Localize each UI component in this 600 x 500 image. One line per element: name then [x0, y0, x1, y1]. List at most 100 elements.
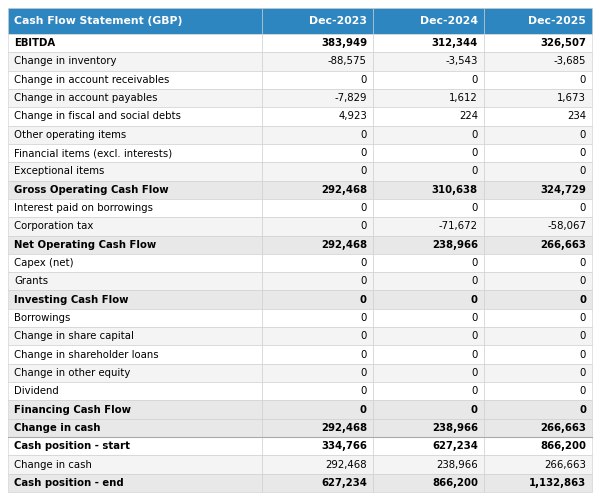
Bar — [484, 108, 592, 126]
Bar — [373, 437, 484, 456]
Text: Dec-2023: Dec-2023 — [309, 16, 367, 26]
Bar — [262, 70, 373, 89]
Bar — [373, 108, 484, 126]
Bar — [373, 217, 484, 236]
Text: 310,638: 310,638 — [432, 184, 478, 194]
Bar — [8, 126, 262, 144]
Bar — [262, 400, 373, 418]
Text: 0: 0 — [580, 386, 586, 396]
Bar — [373, 70, 484, 89]
Text: Corporation tax: Corporation tax — [14, 222, 94, 232]
Bar — [373, 456, 484, 473]
Bar — [484, 52, 592, 70]
Text: 266,663: 266,663 — [544, 460, 586, 469]
Bar — [373, 290, 484, 309]
Bar — [373, 236, 484, 254]
Text: 0: 0 — [580, 130, 586, 140]
Text: 312,344: 312,344 — [432, 38, 478, 48]
Bar — [8, 34, 262, 52]
Text: Financial items (excl. interests): Financial items (excl. interests) — [14, 148, 172, 158]
Text: Net Operating Cash Flow: Net Operating Cash Flow — [14, 240, 156, 250]
Bar — [8, 217, 262, 236]
Bar — [373, 364, 484, 382]
Bar — [484, 144, 592, 162]
Bar — [8, 70, 262, 89]
Bar — [484, 437, 592, 456]
Bar — [262, 144, 373, 162]
Bar — [484, 254, 592, 272]
Text: -58,067: -58,067 — [547, 222, 586, 232]
Bar — [8, 456, 262, 473]
Bar — [262, 364, 373, 382]
Text: EBITDA: EBITDA — [14, 38, 55, 48]
Bar — [373, 199, 484, 217]
Bar — [8, 162, 262, 180]
Text: 292,468: 292,468 — [325, 460, 367, 469]
Bar — [484, 327, 592, 345]
Bar — [262, 89, 373, 108]
Text: Gross Operating Cash Flow: Gross Operating Cash Flow — [14, 184, 169, 194]
Text: 0: 0 — [361, 332, 367, 342]
Text: Cash Flow Statement (GBP): Cash Flow Statement (GBP) — [14, 16, 182, 26]
Bar — [373, 272, 484, 290]
Text: Change in inventory: Change in inventory — [14, 56, 116, 66]
Bar — [8, 437, 262, 456]
Bar — [8, 364, 262, 382]
Text: 0: 0 — [472, 276, 478, 286]
Bar — [373, 327, 484, 345]
Text: 266,663: 266,663 — [540, 240, 586, 250]
Bar — [484, 290, 592, 309]
Bar — [373, 126, 484, 144]
Text: 0: 0 — [360, 404, 367, 414]
Text: 224: 224 — [459, 112, 478, 122]
Bar — [373, 474, 484, 492]
Text: Change in account payables: Change in account payables — [14, 93, 157, 103]
Text: 0: 0 — [580, 276, 586, 286]
Bar — [8, 400, 262, 418]
Text: 0: 0 — [579, 294, 586, 304]
Text: 292,468: 292,468 — [321, 423, 367, 433]
Text: 0: 0 — [472, 130, 478, 140]
Bar — [484, 126, 592, 144]
Bar — [373, 34, 484, 52]
Bar — [373, 346, 484, 364]
Text: 0: 0 — [471, 404, 478, 414]
Text: Grants: Grants — [14, 276, 48, 286]
Text: 0: 0 — [361, 258, 367, 268]
Bar — [484, 162, 592, 180]
Bar — [484, 34, 592, 52]
Text: Dividend: Dividend — [14, 386, 59, 396]
Text: 866,200: 866,200 — [540, 441, 586, 451]
Bar — [484, 217, 592, 236]
Text: Change in fiscal and social debts: Change in fiscal and social debts — [14, 112, 181, 122]
Bar — [373, 162, 484, 180]
Text: 0: 0 — [361, 313, 367, 323]
Text: 238,966: 238,966 — [432, 423, 478, 433]
Text: 292,468: 292,468 — [321, 240, 367, 250]
Bar — [373, 400, 484, 418]
Text: 0: 0 — [472, 386, 478, 396]
Text: 1,673: 1,673 — [557, 93, 586, 103]
Bar — [8, 108, 262, 126]
Bar — [262, 217, 373, 236]
Text: 0: 0 — [472, 203, 478, 213]
Bar — [373, 144, 484, 162]
Text: Investing Cash Flow: Investing Cash Flow — [14, 294, 128, 304]
Text: 4,923: 4,923 — [338, 112, 367, 122]
Bar — [373, 180, 484, 199]
Bar — [8, 199, 262, 217]
Bar — [484, 199, 592, 217]
Text: 0: 0 — [580, 75, 586, 85]
Text: Borrowings: Borrowings — [14, 313, 70, 323]
Bar — [262, 52, 373, 70]
Bar — [262, 126, 373, 144]
Bar — [262, 346, 373, 364]
Text: 0: 0 — [472, 148, 478, 158]
Bar — [262, 418, 373, 437]
Text: Dec-2025: Dec-2025 — [528, 16, 586, 26]
Bar — [262, 272, 373, 290]
Text: Change in account receivables: Change in account receivables — [14, 75, 169, 85]
Text: 234: 234 — [567, 112, 586, 122]
Bar — [262, 437, 373, 456]
Bar — [373, 418, 484, 437]
